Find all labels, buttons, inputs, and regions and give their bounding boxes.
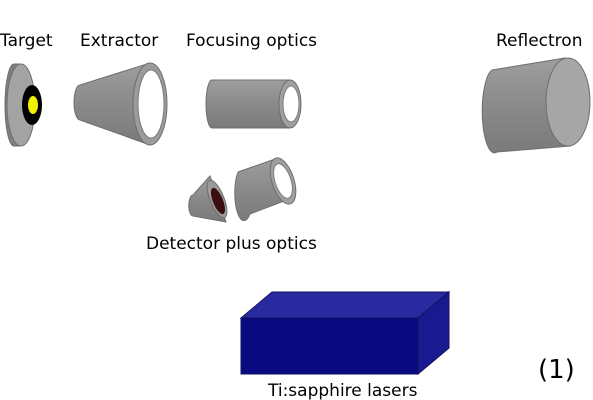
- figure-number: (1): [538, 355, 575, 385]
- focusing-optics-label: Focusing optics: [186, 31, 317, 51]
- extractor-cone: [73, 62, 168, 146]
- laser-top-face: [239, 291, 451, 319]
- extractor-label: Extractor: [80, 31, 158, 51]
- laser-box: [239, 290, 451, 376]
- target-disk: [4, 63, 42, 147]
- target-core: [28, 96, 38, 114]
- target-label: Target: [0, 31, 53, 51]
- reflectron-label: Reflectron: [496, 31, 582, 51]
- laser-front-face: [240, 317, 419, 375]
- lasers-label: Ti:sapphire lasers: [267, 381, 418, 400]
- reflectron-cylinder: [481, 57, 591, 154]
- detector-core: [211, 187, 225, 215]
- detector-cone: [188, 175, 228, 223]
- detector-optics-cylinder: [234, 157, 297, 222]
- focusing-optics-cylinder: [205, 79, 302, 129]
- detector-label: Detector plus optics: [146, 234, 317, 254]
